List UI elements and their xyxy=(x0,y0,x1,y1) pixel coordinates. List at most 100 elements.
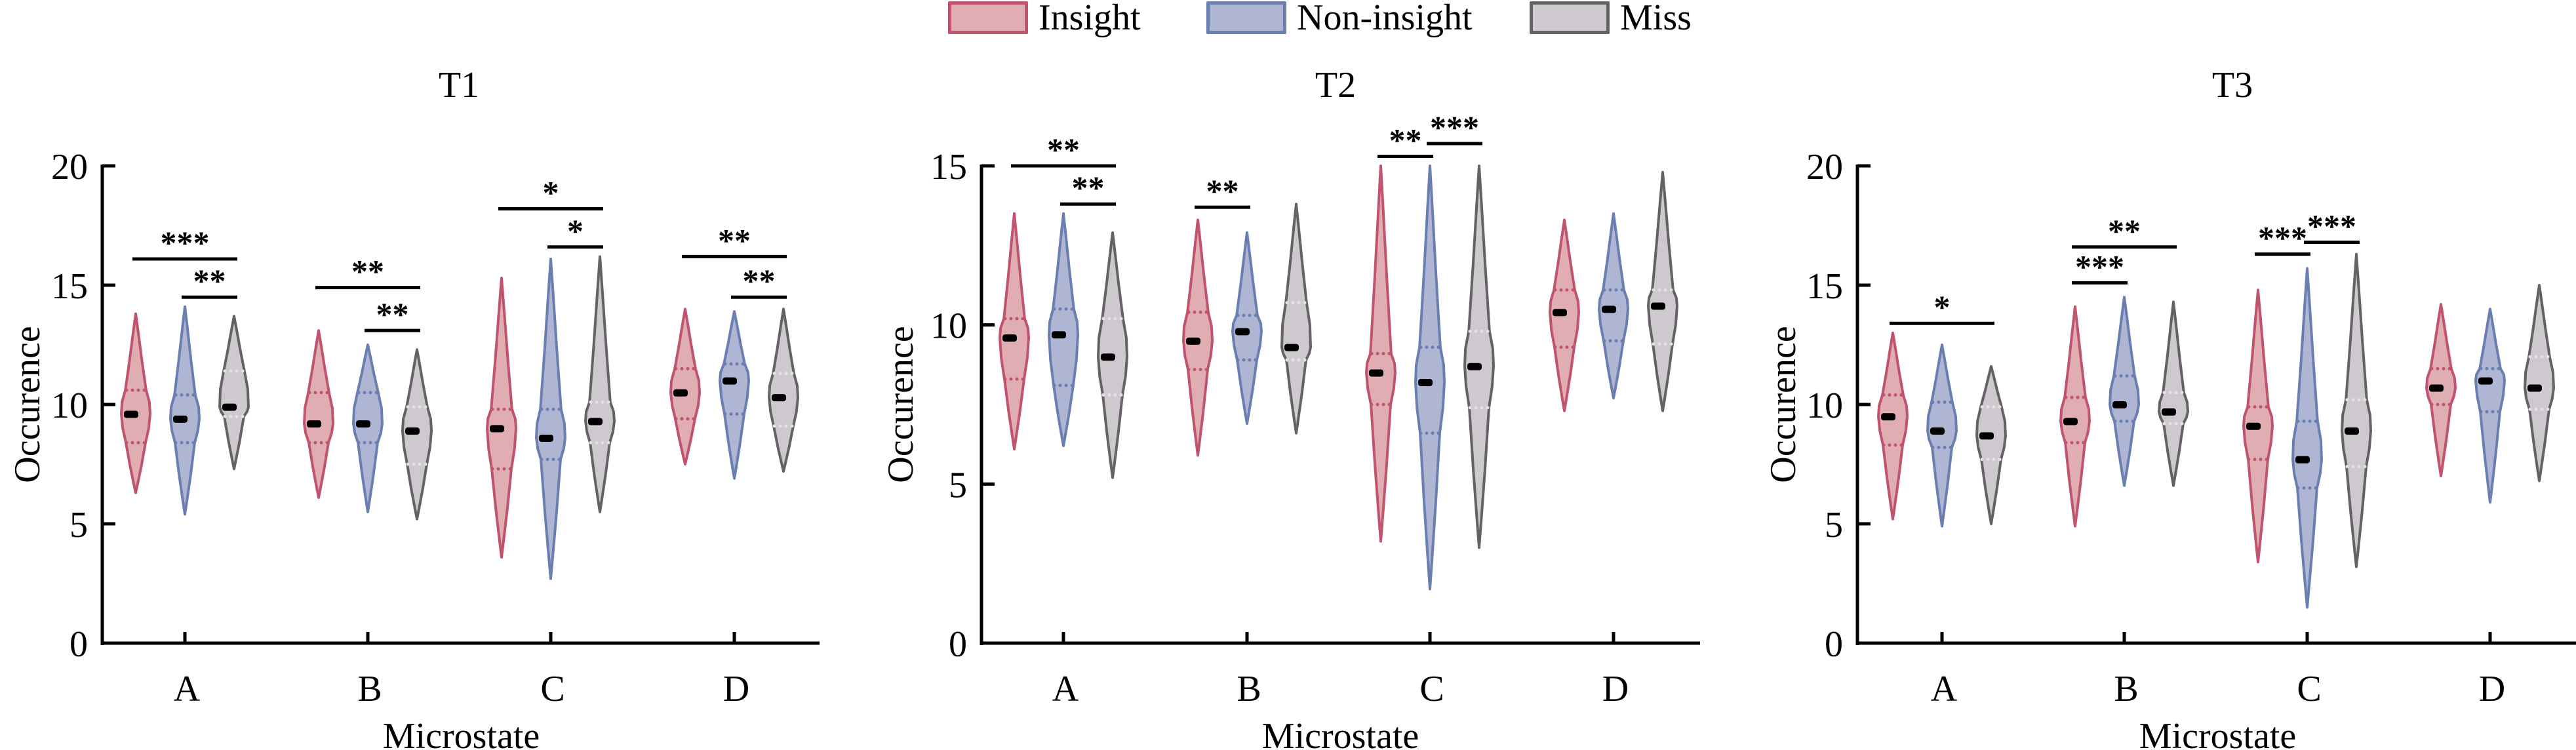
violin-non-insight-b xyxy=(352,344,384,513)
median-marker xyxy=(2295,456,2310,464)
legend-swatch-insight xyxy=(948,1,1028,34)
significance-label: ** xyxy=(1047,131,1080,168)
y-tick-label: 10 xyxy=(1806,385,1843,426)
violin-non-insight-b xyxy=(2109,296,2140,487)
median-marker xyxy=(1930,427,1945,435)
y-tick-label: 5 xyxy=(69,505,88,545)
violin-body xyxy=(719,310,750,480)
y-tick-label: 0 xyxy=(949,624,967,665)
x-tick-label: B xyxy=(357,669,382,709)
x-tick-label: A xyxy=(1052,669,1079,709)
y-tick-label: 15 xyxy=(1806,266,1843,307)
median-marker xyxy=(1002,334,1017,342)
significance-label: * xyxy=(567,212,584,249)
significance-label: *** xyxy=(161,224,210,261)
significance-label: ** xyxy=(1389,121,1422,158)
violin-body xyxy=(2474,307,2506,504)
violin-body xyxy=(669,307,701,465)
median-marker xyxy=(307,420,321,428)
y-tick-label: 0 xyxy=(1825,624,1843,665)
violin-body xyxy=(1975,365,2007,525)
violin-non-insight-d xyxy=(719,310,750,480)
median-marker xyxy=(1602,306,1616,313)
violin-miss-a xyxy=(218,315,250,471)
legend-item-miss[interactable]: Miss xyxy=(1530,0,1692,36)
median-marker xyxy=(1052,331,1066,339)
violin-non-insight-c xyxy=(1414,165,1446,591)
median-marker xyxy=(490,425,504,433)
x-tick-label: D xyxy=(1602,669,1629,709)
significance-label: ** xyxy=(1206,172,1239,209)
violin-body xyxy=(218,315,250,471)
violin-miss-a xyxy=(1097,231,1128,479)
violin-non-insight-a xyxy=(1926,344,1958,528)
significance-label: ** xyxy=(376,296,409,332)
significance-label: ** xyxy=(743,262,776,299)
violin-body xyxy=(535,257,566,580)
legend-item-insight[interactable]: Insight xyxy=(948,0,1141,38)
significance-label: ** xyxy=(2108,212,2141,249)
median-marker xyxy=(539,434,553,442)
violin-body xyxy=(169,305,201,516)
violin-body xyxy=(1048,212,1079,448)
y-tick-label: 15 xyxy=(51,266,88,307)
median-marker xyxy=(222,403,237,411)
y-axis-label: Occurence xyxy=(1763,326,1804,483)
violin-miss-c xyxy=(2341,252,2372,568)
violin-body xyxy=(486,277,517,559)
median-marker xyxy=(1467,363,1482,370)
median-marker xyxy=(1101,353,1115,361)
violin-body xyxy=(584,255,616,513)
median-marker xyxy=(588,418,603,425)
median-marker xyxy=(2162,408,2176,416)
median-marker xyxy=(1418,379,1433,387)
legend-item-non-insight[interactable]: Non-insight xyxy=(1206,0,1473,36)
median-marker xyxy=(405,427,420,435)
median-marker xyxy=(2112,401,2127,408)
violin-insight-d xyxy=(1549,218,1580,412)
significance-label: ** xyxy=(351,253,384,290)
x-tick-label: D xyxy=(2479,669,2505,709)
violin-body xyxy=(768,307,799,473)
legend-label-insight: Insight xyxy=(1039,0,1141,38)
violin-body xyxy=(999,212,1030,450)
median-marker xyxy=(723,377,737,385)
x-axis-label: Microstate xyxy=(383,716,540,750)
violin-insight-b xyxy=(1182,218,1214,457)
median-marker xyxy=(1553,309,1567,317)
median-marker xyxy=(673,389,688,397)
violin-body xyxy=(2109,296,2140,487)
median-marker xyxy=(2246,422,2261,430)
panel-title: T3 xyxy=(2212,65,2253,106)
violin-insight-a xyxy=(120,312,151,494)
violin-body xyxy=(120,312,151,494)
violin-body xyxy=(2341,252,2372,568)
y-axis-label: Occurence xyxy=(881,326,921,483)
violin-miss-b xyxy=(2158,300,2189,487)
significance-label: ** xyxy=(1072,169,1105,206)
legend-swatch-non-insight xyxy=(1206,1,1286,34)
x-tick-label: B xyxy=(2114,669,2138,709)
violin-miss-a xyxy=(1975,365,2007,525)
y-tick-label: 10 xyxy=(51,385,88,426)
violin-non-insight-d xyxy=(1598,212,1629,400)
violin-miss-b xyxy=(1280,203,1312,435)
violin-body xyxy=(1463,165,1495,549)
y-tick-label: 20 xyxy=(1806,147,1843,188)
violin-body xyxy=(2291,267,2323,609)
y-tick-label: 0 xyxy=(69,624,88,665)
violin-miss-d xyxy=(1647,170,1678,412)
median-marker xyxy=(1881,413,1895,421)
x-axis-label: Microstate xyxy=(1262,716,1419,750)
violin-insight-c xyxy=(1365,165,1397,543)
violin-non-insight-b xyxy=(1231,231,1263,425)
y-tick-label: 20 xyxy=(51,147,88,188)
violin-non-insight-c xyxy=(535,257,566,580)
violin-body xyxy=(1414,165,1446,591)
panel-title: T1 xyxy=(439,65,479,106)
violin-miss-b xyxy=(401,348,433,521)
median-marker xyxy=(1651,302,1665,310)
